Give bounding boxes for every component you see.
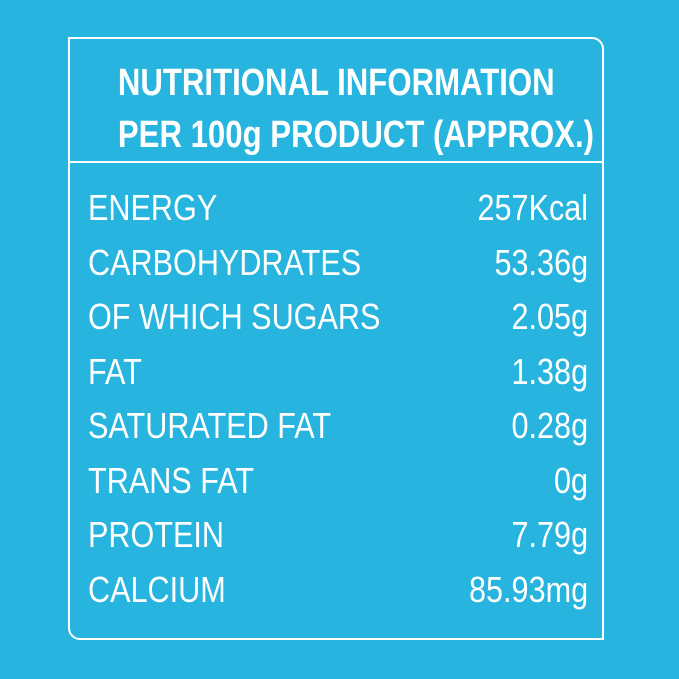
nutrient-value: 85.93mg xyxy=(468,568,588,610)
nutrient-name: SATURATED FAT xyxy=(88,405,332,447)
nutrient-value: 2.05g xyxy=(511,296,588,338)
title: NUTRITIONAL INFORMATION xyxy=(117,62,555,104)
nutrient-value: 53.36g xyxy=(494,241,588,283)
table-row: OF WHICH SUGARS 2.05g xyxy=(70,290,602,345)
nutrient-name: CARBOHYDRATES xyxy=(88,241,362,283)
nutrient-name: PROTEIN xyxy=(88,514,225,556)
nutrient-name: TRANS FAT xyxy=(88,459,255,501)
table-row: FAT 1.38g xyxy=(70,345,602,400)
table-row: ENERGY 257Kcal xyxy=(70,181,602,236)
nutrient-value: 0.28g xyxy=(511,405,588,447)
table-row: PROTEIN 7.79g xyxy=(70,508,602,563)
nutrient-name: FAT xyxy=(88,350,142,392)
nutrient-name: CALCIUM xyxy=(88,568,226,610)
nutrient-value: 7.79g xyxy=(511,514,588,556)
nutrient-name: OF WHICH SUGARS xyxy=(88,296,381,338)
nutrient-value: 1.38g xyxy=(511,350,588,392)
nutrition-table: ENERGY 257Kcal CARBOHYDRATES 53.36g OF WHICH… xyxy=(70,163,602,617)
nutrition-panel: NUTRITIONAL INFORMATION PER 100g PRODUCT… xyxy=(68,37,604,640)
table-row: TRANS FAT 0g xyxy=(70,454,602,509)
nutrient-value: 257Kcal xyxy=(477,187,588,229)
nutrient-value: 0g xyxy=(553,459,588,501)
table-row: SATURATED FAT 0.28g xyxy=(70,399,602,454)
header: NUTRITIONAL INFORMATION PER 100g PRODUCT… xyxy=(70,39,602,163)
subtitle: PER 100g PRODUCT (APPROX.) xyxy=(117,114,595,156)
nutrient-name: ENERGY xyxy=(88,187,218,229)
table-row: CALCIUM 85.93mg xyxy=(70,563,602,618)
table-row: CARBOHYDRATES 53.36g xyxy=(70,236,602,291)
